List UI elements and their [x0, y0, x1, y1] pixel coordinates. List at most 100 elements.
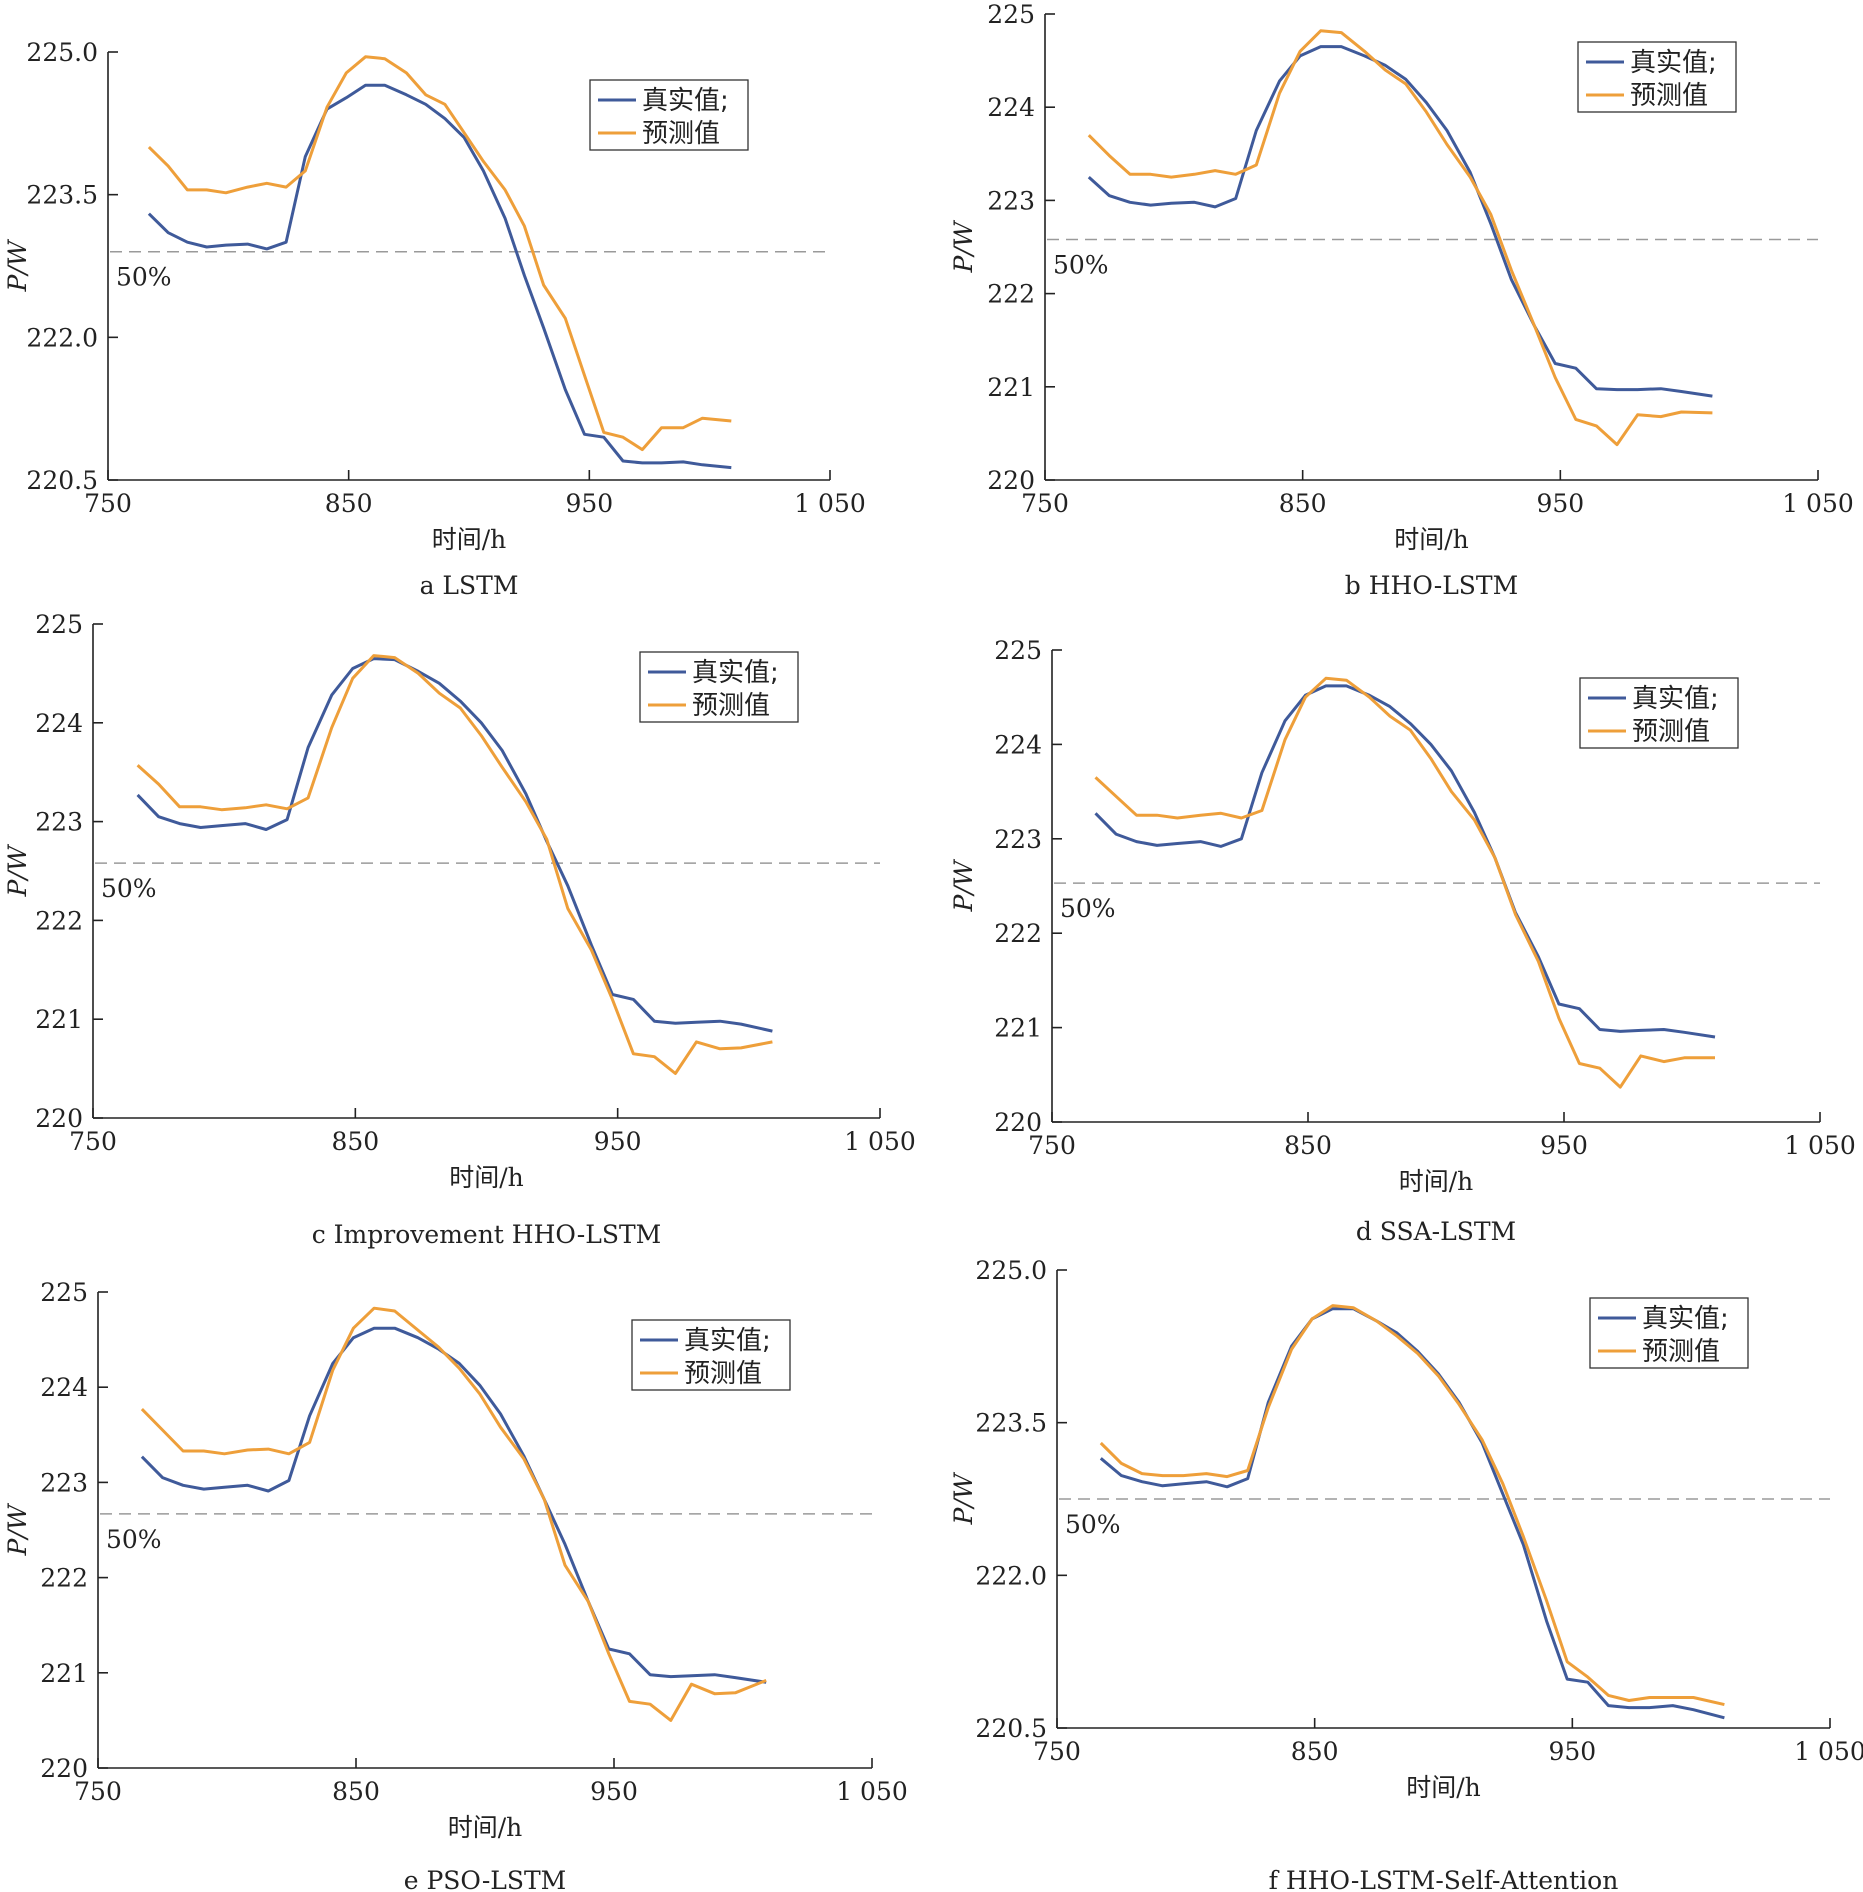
legend-label-actual: 真实值; — [1642, 1304, 1729, 1334]
y-tick-label: 223 — [35, 808, 83, 837]
chart-panel-1: 220 221 222 223 224 225 750 850 950 1 050 50% 真实值;预… — [949, 0, 1854, 600]
y-tick-label: 222.0 — [26, 323, 98, 352]
x-axis-label: 时间/h — [1399, 1167, 1474, 1196]
series-line-predicted — [1094, 676, 1715, 1089]
y-tick-label: 222 — [994, 919, 1042, 948]
series-line-actual — [1094, 684, 1716, 1039]
x-tick-label: 850 — [1279, 489, 1327, 518]
x-axis-label: 时间/h — [432, 525, 507, 554]
x-tick-label: 1 050 — [1782, 489, 1854, 518]
x-axis-label: 时间/h — [1394, 525, 1469, 554]
x-tick-label: 950 — [594, 1127, 642, 1156]
legend-label-actual: 真实值; — [642, 86, 729, 116]
y-axis-label: P/W — [3, 843, 32, 897]
series-line-predicted — [136, 654, 773, 1075]
x-tick-label: 1 050 — [836, 1777, 908, 1806]
x-tick-label: 750 — [1028, 1131, 1076, 1160]
y-tick-label: 220 — [987, 466, 1035, 495]
legend-label-predicted: 预测值 — [1632, 717, 1710, 747]
legend-label-predicted: 预测值 — [642, 119, 720, 149]
y-tick-label: 223 — [987, 186, 1035, 215]
x-axis-label: 时间/h — [1406, 1773, 1481, 1802]
legend-label-actual: 真实值; — [1630, 48, 1717, 78]
x-tick-label: 950 — [1548, 1737, 1596, 1766]
legend-label-predicted: 预测值 — [1642, 1337, 1720, 1367]
y-tick-label: 224 — [987, 93, 1035, 122]
y-tick-label: 222 — [35, 906, 83, 935]
y-tick-label: 224 — [35, 709, 83, 738]
reference-line-label: 50% — [1065, 1510, 1121, 1539]
y-axis-label: P/W — [3, 1502, 32, 1556]
y-tick-label: 220.5 — [26, 466, 98, 495]
y-tick-label: 221 — [994, 1014, 1042, 1043]
y-tick-label: 220.5 — [975, 1714, 1047, 1743]
panel-caption: e PSO-LSTM — [404, 1866, 567, 1892]
y-tick-label: 225.0 — [975, 1256, 1047, 1285]
legend-label-predicted: 预测值 — [692, 691, 770, 721]
x-tick-label: 750 — [69, 1127, 117, 1156]
panel-caption: c Improvement HHO-LSTM — [312, 1220, 662, 1249]
legend-box — [639, 651, 799, 723]
x-tick-label: 850 — [1284, 1131, 1332, 1160]
x-axis-label: 时间/h — [449, 1163, 524, 1192]
chart-panel-0: 220.5 222.0 223.5 225.0 750 850 950 1 050 50% 真实值… — [3, 38, 866, 600]
x-axis-label: 时间/h — [448, 1813, 523, 1842]
x-tick-label: 950 — [590, 1777, 638, 1806]
x-tick-label: 1 050 — [844, 1127, 916, 1156]
panel-caption: a LSTM — [420, 571, 519, 600]
reference-line-label: 50% — [101, 874, 157, 903]
series-line-predicted — [1099, 1304, 1725, 1707]
series-line-actual — [136, 657, 773, 1033]
legend-box — [631, 1319, 791, 1391]
y-tick-label: 220 — [35, 1104, 83, 1133]
legend-box — [1589, 1297, 1749, 1369]
series-line-predicted — [1087, 29, 1713, 447]
reference-line-label: 50% — [1053, 251, 1109, 280]
y-axis-label: P/W — [949, 219, 978, 273]
y-tick-label: 220 — [40, 1754, 88, 1783]
legend-label-actual: 真实值; — [692, 658, 779, 688]
y-tick-label: 224 — [994, 730, 1042, 759]
legend-box — [1579, 677, 1739, 749]
series-line-actual — [1087, 45, 1713, 398]
x-tick-label: 850 — [1291, 1737, 1339, 1766]
x-tick-label: 750 — [74, 1777, 122, 1806]
x-tick-label: 950 — [565, 489, 613, 518]
y-tick-label: 220 — [994, 1108, 1042, 1137]
y-tick-label: 223 — [994, 825, 1042, 854]
y-tick-label: 221 — [35, 1005, 83, 1034]
legend-box — [1577, 41, 1737, 113]
legend-label-actual: 真实值; — [684, 1326, 771, 1356]
x-tick-label: 1 050 — [794, 489, 866, 518]
x-tick-label: 750 — [84, 489, 132, 518]
y-axis-label: P/W — [949, 1471, 978, 1525]
y-tick-label: 222 — [40, 1564, 88, 1593]
legend-box — [589, 79, 749, 151]
y-tick-label: 222 — [987, 280, 1035, 309]
y-tick-label: 225 — [994, 636, 1042, 665]
y-tick-label: 223 — [40, 1468, 88, 1497]
legend-label-predicted: 预测值 — [684, 1359, 762, 1389]
series-line-actual — [147, 83, 732, 470]
y-tick-label: 225 — [40, 1278, 88, 1307]
reference-line-label: 50% — [116, 263, 172, 292]
series-line-actual — [1099, 1307, 1725, 1720]
x-tick-label: 950 — [1540, 1131, 1588, 1160]
reference-line-label: 50% — [106, 1525, 162, 1554]
x-tick-label: 1 050 — [1784, 1131, 1856, 1160]
y-tick-label: 222.0 — [975, 1561, 1047, 1590]
x-tick-label: 850 — [325, 489, 373, 518]
y-tick-label: 223.5 — [26, 181, 98, 210]
y-tick-label: 221 — [40, 1659, 88, 1688]
reference-line-label: 50% — [1060, 894, 1116, 923]
y-tick-label: 221 — [987, 373, 1035, 402]
x-tick-label: 850 — [332, 1777, 380, 1806]
panel-caption: f HHO-LSTM-Self-Attention — [1269, 1866, 1619, 1892]
legend-label-actual: 真实值; — [1632, 684, 1719, 714]
y-tick-label: 225 — [987, 0, 1035, 29]
panel-caption: d SSA-LSTM — [1356, 1217, 1516, 1246]
x-tick-label: 1 050 — [1794, 1737, 1863, 1766]
chart-panel-3: 220 221 222 223 224 225 750 850 950 1 050 50% 真实值;预… — [949, 636, 1856, 1246]
x-tick-label: 950 — [1536, 489, 1584, 518]
